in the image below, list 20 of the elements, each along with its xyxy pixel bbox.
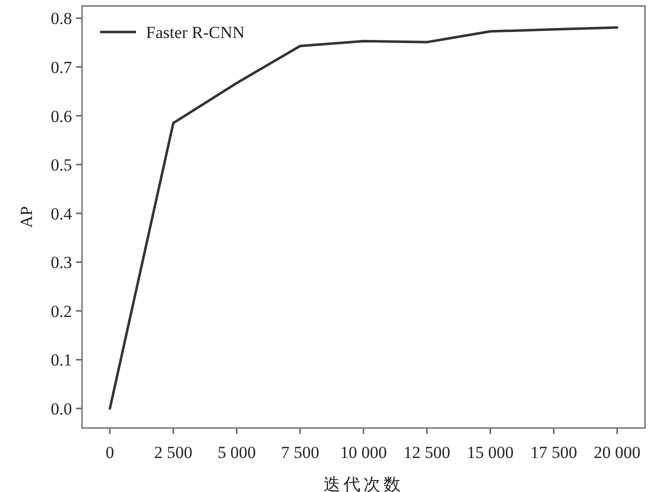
x-tick-label: 0 xyxy=(106,443,114,462)
y-tick-label: 0.0 xyxy=(50,399,72,418)
x-tick-label: 7 500 xyxy=(280,443,320,462)
x-tick-label: 10 000 xyxy=(340,443,387,462)
x-tick-label: 2 500 xyxy=(154,443,192,462)
y-tick-label: 0.8 xyxy=(50,9,72,28)
x-tick-label: 17 500 xyxy=(530,443,578,462)
x-tick-label: 15 000 xyxy=(466,443,514,462)
y-tick-label: 0.7 xyxy=(50,58,72,77)
y-tick-label: 0.2 xyxy=(50,302,72,321)
legend-label: Faster R-CNN xyxy=(146,23,245,42)
y-tick-label: 0.5 xyxy=(50,156,72,175)
y-tick-label: 0.6 xyxy=(50,106,72,126)
y-tick-label: 0.3 xyxy=(50,253,72,272)
y-tick-label: 0.1 xyxy=(50,350,72,370)
x-tick-label: 5 000 xyxy=(218,443,256,462)
y-axis-title: AP xyxy=(17,206,36,228)
x-tick-label: 20 000 xyxy=(594,443,640,462)
y-tick-label: 0.4 xyxy=(50,204,72,224)
x-tick-label: 12 500 xyxy=(404,443,450,462)
